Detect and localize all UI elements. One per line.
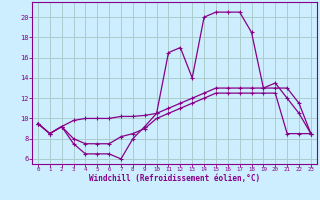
X-axis label: Windchill (Refroidissement éolien,°C): Windchill (Refroidissement éolien,°C) bbox=[89, 174, 260, 183]
